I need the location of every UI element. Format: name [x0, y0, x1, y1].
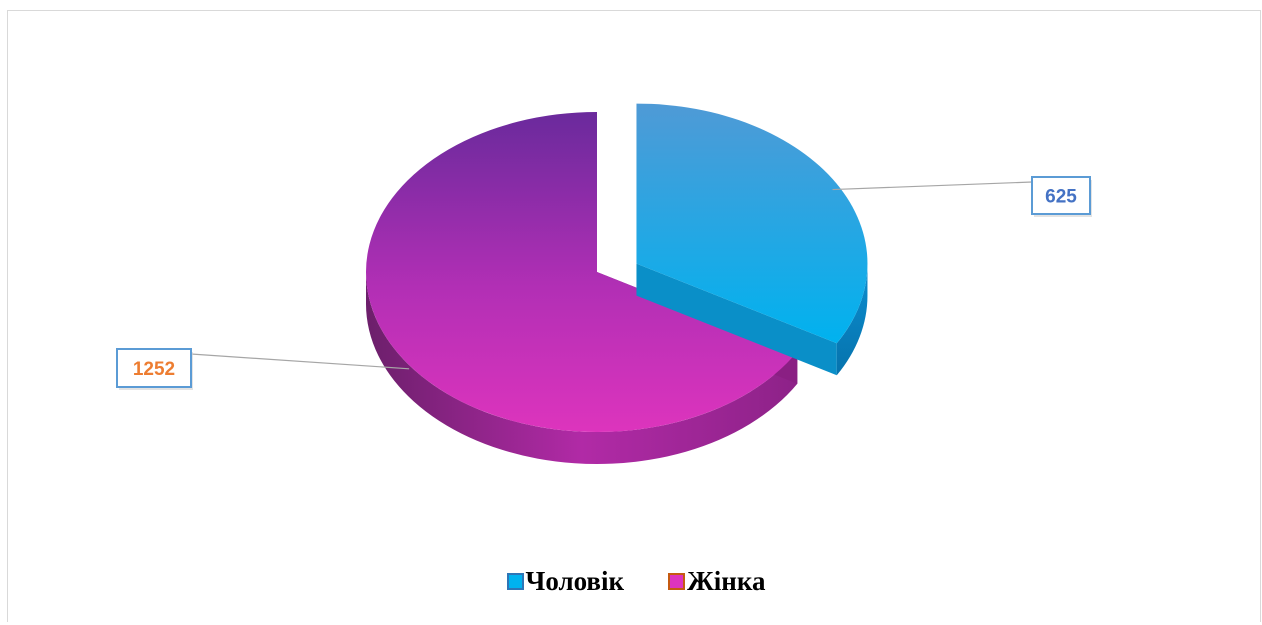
pie-slice-female — [366, 112, 798, 432]
data-label-male-box — [1031, 176, 1091, 215]
data-label-male: 625 — [1045, 187, 1077, 208]
legend-swatch-female — [668, 573, 686, 590]
pie-slice-side-female — [366, 272, 798, 465]
data-label-male-leader-line — [832, 181, 1033, 191]
chart-legend: Чоловік Жінка — [0, 568, 1262, 595]
legend-swatch-male — [506, 573, 524, 590]
legend-label-male: Чоловік — [525, 566, 625, 596]
data-label-female: 1252 — [133, 359, 175, 380]
pie-slice-male — [636, 103, 868, 344]
pie-slice-cut-male-end — [636, 263, 837, 376]
legend-item-male: Чоловік — [506, 566, 625, 596]
legend-item-female: Жінка — [668, 568, 765, 595]
data-label-female-leader-line — [190, 353, 410, 370]
legend-label-female: Жінка — [687, 566, 766, 596]
pie-slice-side-male — [836, 263, 868, 376]
data-label-female-box — [116, 348, 192, 388]
